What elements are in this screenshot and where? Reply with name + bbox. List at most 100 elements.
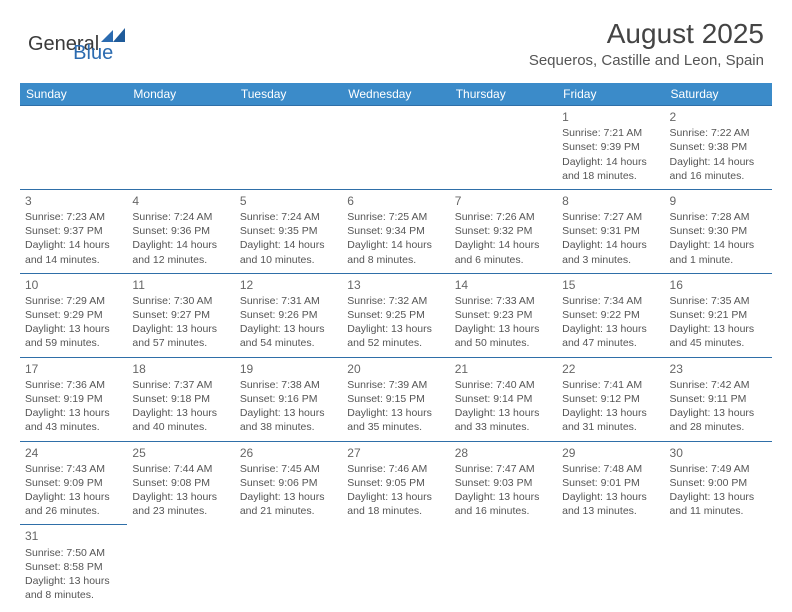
daylight-text: and 18 minutes. [562,169,659,183]
daylight-text: Daylight: 14 hours [562,155,659,169]
sunset-text: Sunset: 9:01 PM [562,476,659,490]
sunrise-text: Sunrise: 7:28 AM [670,210,767,224]
daylight-text: Daylight: 13 hours [25,574,122,588]
weekday-header: Thursday [450,83,557,106]
daylight-text: Daylight: 13 hours [132,322,229,336]
calendar-day-cell [127,525,234,608]
daylight-text: and 57 minutes. [132,336,229,350]
daylight-text: and 43 minutes. [25,420,122,434]
sunset-text: Sunset: 9:27 PM [132,308,229,322]
day-number: 29 [562,445,659,461]
weekday-header: Wednesday [342,83,449,106]
sunrise-text: Sunrise: 7:32 AM [347,294,444,308]
daylight-text: and 47 minutes. [562,336,659,350]
title-block: August 2025 Sequeros, Castille and Leon,… [529,18,764,69]
sunrise-text: Sunrise: 7:22 AM [670,126,767,140]
calendar-day-cell: 6Sunrise: 7:25 AMSunset: 9:34 PMDaylight… [342,189,449,273]
sunrise-text: Sunrise: 7:44 AM [132,462,229,476]
calendar-day-cell: 14Sunrise: 7:33 AMSunset: 9:23 PMDayligh… [450,273,557,357]
calendar-week-row: 31Sunrise: 7:50 AMSunset: 8:58 PMDayligh… [20,525,772,608]
daylight-text: and 11 minutes. [670,504,767,518]
sunset-text: Sunset: 9:19 PM [25,392,122,406]
day-number: 9 [670,193,767,209]
day-number: 23 [670,361,767,377]
calendar-day-cell [557,525,664,608]
calendar-week-row: 10Sunrise: 7:29 AMSunset: 9:29 PMDayligh… [20,273,772,357]
sunset-text: Sunset: 9:08 PM [132,476,229,490]
day-number: 2 [670,109,767,125]
daylight-text: and 31 minutes. [562,420,659,434]
sunrise-text: Sunrise: 7:25 AM [347,210,444,224]
weekday-header-row: Sunday Monday Tuesday Wednesday Thursday… [20,83,772,106]
daylight-text: and 52 minutes. [347,336,444,350]
day-number: 12 [240,277,337,293]
daylight-text: Daylight: 13 hours [240,406,337,420]
calendar-day-cell: 19Sunrise: 7:38 AMSunset: 9:16 PMDayligh… [235,357,342,441]
sunset-text: Sunset: 9:22 PM [562,308,659,322]
sunrise-text: Sunrise: 7:23 AM [25,210,122,224]
sunset-text: Sunset: 9:36 PM [132,224,229,238]
sunset-text: Sunset: 8:58 PM [25,560,122,574]
daylight-text: Daylight: 13 hours [670,322,767,336]
day-number: 1 [562,109,659,125]
calendar-day-cell: 5Sunrise: 7:24 AMSunset: 9:35 PMDaylight… [235,189,342,273]
sunrise-text: Sunrise: 7:41 AM [562,378,659,392]
weekday-header: Monday [127,83,234,106]
calendar-day-cell: 20Sunrise: 7:39 AMSunset: 9:15 PMDayligh… [342,357,449,441]
calendar-day-cell: 26Sunrise: 7:45 AMSunset: 9:06 PMDayligh… [235,441,342,525]
weekday-header: Sunday [20,83,127,106]
sunrise-text: Sunrise: 7:30 AM [132,294,229,308]
calendar-day-cell [342,525,449,608]
sunset-text: Sunset: 9:00 PM [670,476,767,490]
calendar-day-cell: 16Sunrise: 7:35 AMSunset: 9:21 PMDayligh… [665,273,772,357]
sunset-text: Sunset: 9:05 PM [347,476,444,490]
weekday-header: Tuesday [235,83,342,106]
calendar-day-cell [20,106,127,190]
day-number: 31 [25,528,122,544]
sunrise-text: Sunrise: 7:34 AM [562,294,659,308]
daylight-text: and 8 minutes. [25,588,122,602]
sunset-text: Sunset: 9:15 PM [347,392,444,406]
sunset-text: Sunset: 9:30 PM [670,224,767,238]
daylight-text: and 26 minutes. [25,504,122,518]
sunset-text: Sunset: 9:25 PM [347,308,444,322]
calendar-day-cell: 27Sunrise: 7:46 AMSunset: 9:05 PMDayligh… [342,441,449,525]
calendar-day-cell: 15Sunrise: 7:34 AMSunset: 9:22 PMDayligh… [557,273,664,357]
sunrise-text: Sunrise: 7:42 AM [670,378,767,392]
calendar-day-cell: 4Sunrise: 7:24 AMSunset: 9:36 PMDaylight… [127,189,234,273]
sunset-text: Sunset: 9:09 PM [25,476,122,490]
daylight-text: Daylight: 13 hours [562,322,659,336]
calendar-day-cell: 23Sunrise: 7:42 AMSunset: 9:11 PMDayligh… [665,357,772,441]
sunrise-text: Sunrise: 7:45 AM [240,462,337,476]
sunrise-text: Sunrise: 7:21 AM [562,126,659,140]
sunset-text: Sunset: 9:26 PM [240,308,337,322]
day-number: 30 [670,445,767,461]
daylight-text: Daylight: 14 hours [347,238,444,252]
calendar-week-row: 24Sunrise: 7:43 AMSunset: 9:09 PMDayligh… [20,441,772,525]
sunrise-text: Sunrise: 7:26 AM [455,210,552,224]
sunrise-text: Sunrise: 7:29 AM [25,294,122,308]
daylight-text: Daylight: 14 hours [455,238,552,252]
calendar-day-cell: 31Sunrise: 7:50 AMSunset: 8:58 PMDayligh… [20,525,127,608]
sunset-text: Sunset: 9:31 PM [562,224,659,238]
calendar-day-cell: 30Sunrise: 7:49 AMSunset: 9:00 PMDayligh… [665,441,772,525]
sunset-text: Sunset: 9:32 PM [455,224,552,238]
day-number: 20 [347,361,444,377]
calendar-day-cell: 24Sunrise: 7:43 AMSunset: 9:09 PMDayligh… [20,441,127,525]
day-number: 17 [25,361,122,377]
calendar-day-cell: 3Sunrise: 7:23 AMSunset: 9:37 PMDaylight… [20,189,127,273]
day-number: 13 [347,277,444,293]
sunset-text: Sunset: 9:21 PM [670,308,767,322]
calendar-day-cell: 13Sunrise: 7:32 AMSunset: 9:25 PMDayligh… [342,273,449,357]
day-number: 15 [562,277,659,293]
daylight-text: and 8 minutes. [347,253,444,267]
sunrise-text: Sunrise: 7:47 AM [455,462,552,476]
daylight-text: Daylight: 14 hours [25,238,122,252]
sunset-text: Sunset: 9:11 PM [670,392,767,406]
calendar-day-cell: 12Sunrise: 7:31 AMSunset: 9:26 PMDayligh… [235,273,342,357]
daylight-text: and 35 minutes. [347,420,444,434]
daylight-text: Daylight: 13 hours [132,490,229,504]
daylight-text: and 59 minutes. [25,336,122,350]
daylight-text: and 38 minutes. [240,420,337,434]
sunset-text: Sunset: 9:16 PM [240,392,337,406]
